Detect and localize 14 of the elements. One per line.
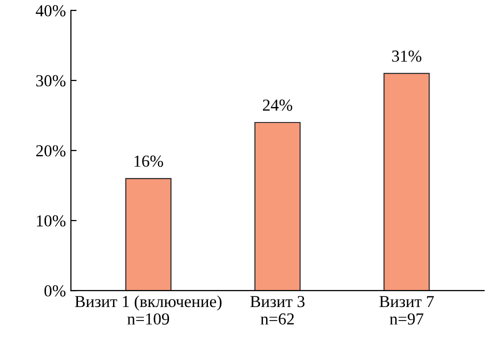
y-tick-label: 20% <box>36 145 66 157</box>
bar <box>125 178 172 291</box>
y-tick-label: 30% <box>36 75 66 86</box>
x-tick-label: Визит 3 n=62 <box>250 296 305 325</box>
data-label: 16% <box>134 156 164 167</box>
y-tick-label: 10% <box>36 215 66 227</box>
y-tick-label: 0% <box>44 285 66 297</box>
x-tick-label: Визит 7 n=97 <box>379 296 434 325</box>
data-label: 31% <box>392 50 422 62</box>
y-tick-label: 40% <box>36 5 66 16</box>
x-tick-label: Визит 1 (включение) n=109 <box>75 295 222 325</box>
data-label: 24% <box>262 100 292 111</box>
bar <box>254 122 301 291</box>
bar <box>383 72 430 291</box>
